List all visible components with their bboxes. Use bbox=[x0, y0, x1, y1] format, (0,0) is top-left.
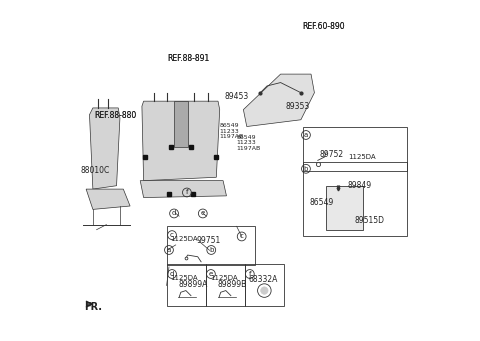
Text: e: e bbox=[201, 210, 205, 217]
Bar bbox=[168, 226, 255, 265]
Polygon shape bbox=[140, 181, 227, 197]
Text: 68332A: 68332A bbox=[249, 275, 278, 284]
Text: b: b bbox=[209, 247, 214, 253]
FancyBboxPatch shape bbox=[326, 187, 363, 231]
Text: 89899B: 89899B bbox=[217, 280, 246, 290]
Polygon shape bbox=[174, 101, 188, 147]
Text: 89752: 89752 bbox=[320, 150, 344, 159]
Text: FR.: FR. bbox=[84, 302, 102, 312]
Text: 89353: 89353 bbox=[285, 102, 310, 111]
Text: REF.88-880: REF.88-880 bbox=[94, 111, 136, 120]
Text: 86549: 86549 bbox=[309, 197, 334, 207]
Circle shape bbox=[261, 287, 268, 294]
Bar bbox=[168, 264, 206, 306]
Text: e: e bbox=[209, 271, 213, 277]
Text: c: c bbox=[170, 232, 174, 238]
Text: REF.60-890: REF.60-890 bbox=[302, 23, 345, 31]
Text: f: f bbox=[249, 271, 251, 277]
Text: REF.88-891: REF.88-891 bbox=[168, 54, 210, 63]
Text: 1125DA: 1125DA bbox=[348, 153, 376, 160]
Bar bbox=[302, 127, 408, 170]
Text: b: b bbox=[304, 166, 308, 172]
Text: a: a bbox=[167, 247, 171, 253]
Text: 89515D: 89515D bbox=[354, 216, 384, 225]
Text: c: c bbox=[240, 234, 244, 239]
Text: REF.88-891: REF.88-891 bbox=[168, 54, 210, 63]
Text: a: a bbox=[304, 132, 308, 138]
Polygon shape bbox=[86, 189, 130, 209]
Text: 1125DA: 1125DA bbox=[171, 275, 198, 281]
Text: 1125DA: 1125DA bbox=[171, 236, 198, 242]
Text: REF.60-890: REF.60-890 bbox=[302, 23, 345, 31]
Polygon shape bbox=[243, 74, 314, 127]
Text: d: d bbox=[170, 271, 174, 277]
Text: REF.88-880: REF.88-880 bbox=[94, 111, 136, 120]
Text: 88010C: 88010C bbox=[80, 166, 109, 175]
Text: 89899A: 89899A bbox=[178, 280, 207, 290]
Text: 86549
11233
1197AB: 86549 11233 1197AB bbox=[220, 123, 244, 139]
Text: 99751: 99751 bbox=[196, 236, 220, 246]
Polygon shape bbox=[142, 101, 220, 181]
Text: 89453: 89453 bbox=[225, 92, 249, 101]
Bar bbox=[245, 264, 284, 306]
Bar bbox=[302, 162, 408, 236]
Text: 89849: 89849 bbox=[348, 181, 372, 190]
Polygon shape bbox=[89, 108, 120, 189]
Text: d: d bbox=[172, 210, 176, 217]
Bar bbox=[206, 264, 245, 306]
Text: 86549
11233
1197AB: 86549 11233 1197AB bbox=[237, 135, 261, 151]
Text: 1125DA: 1125DA bbox=[211, 275, 238, 281]
Text: f: f bbox=[186, 190, 188, 195]
